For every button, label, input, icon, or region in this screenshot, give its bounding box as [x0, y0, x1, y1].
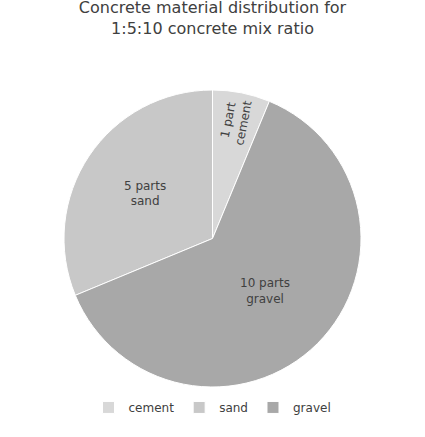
svg-text:5 partssand: 5 partssand [124, 179, 166, 209]
svg-text:Concrete material distribution: Concrete material distribution for1:5:10… [79, 0, 347, 38]
svg-text:1 partcement: 1 partcement [217, 96, 255, 147]
svg-text:gravel: gravel [293, 401, 331, 415]
svg-text:sand: sand [219, 401, 248, 415]
svg-text:10 partsgravel: 10 partsgravel [240, 276, 290, 306]
svg-text:cement: cement [129, 401, 175, 415]
